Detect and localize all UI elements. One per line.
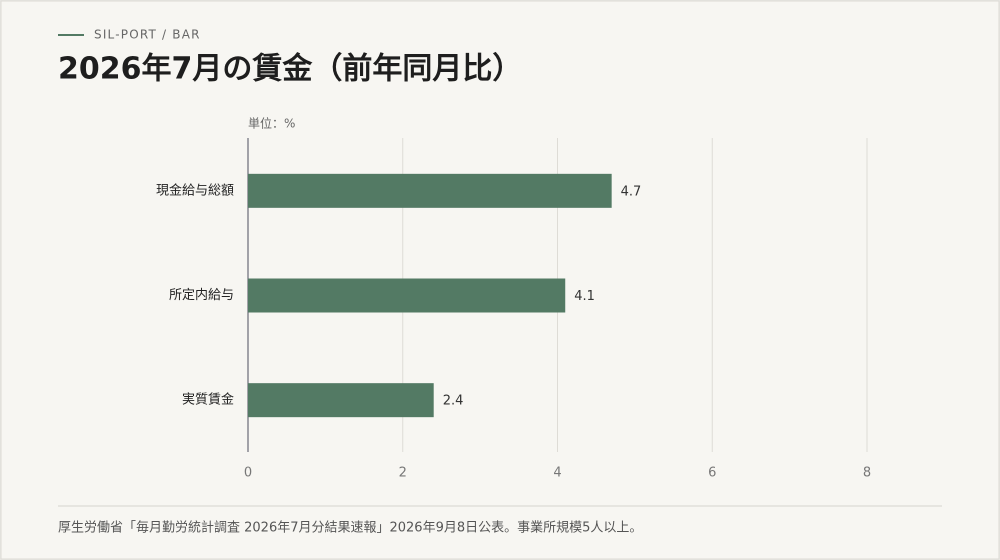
y-tick-label: 所定内給与 xyxy=(169,287,234,303)
y-tick-label: 実質賃金 xyxy=(182,392,234,408)
x-tick-label: 2 xyxy=(399,466,407,481)
x-tick-label: 4 xyxy=(553,466,561,481)
value-label: 4.7 xyxy=(621,184,642,199)
x-tick-label: 0 xyxy=(244,466,252,481)
kicker: SIL-PORT / BAR xyxy=(94,28,201,42)
bar xyxy=(248,383,434,418)
x-tick-label: 6 xyxy=(708,466,716,481)
y-tick-label: 現金給与総額 xyxy=(156,182,234,198)
source: 厚生労働省「毎月勤労統計調査 2026年7月分結果速報」2026年9月8日公表。… xyxy=(58,520,642,536)
bar xyxy=(248,173,612,208)
bar xyxy=(248,278,566,313)
unit-label: 単位：% xyxy=(248,116,295,131)
value-label: 2.4 xyxy=(443,394,464,409)
x-tick-label: 8 xyxy=(863,466,871,481)
value-label: 4.1 xyxy=(574,289,595,304)
chart-title: 2026年7月の賃金（前年同月比） xyxy=(58,52,522,87)
